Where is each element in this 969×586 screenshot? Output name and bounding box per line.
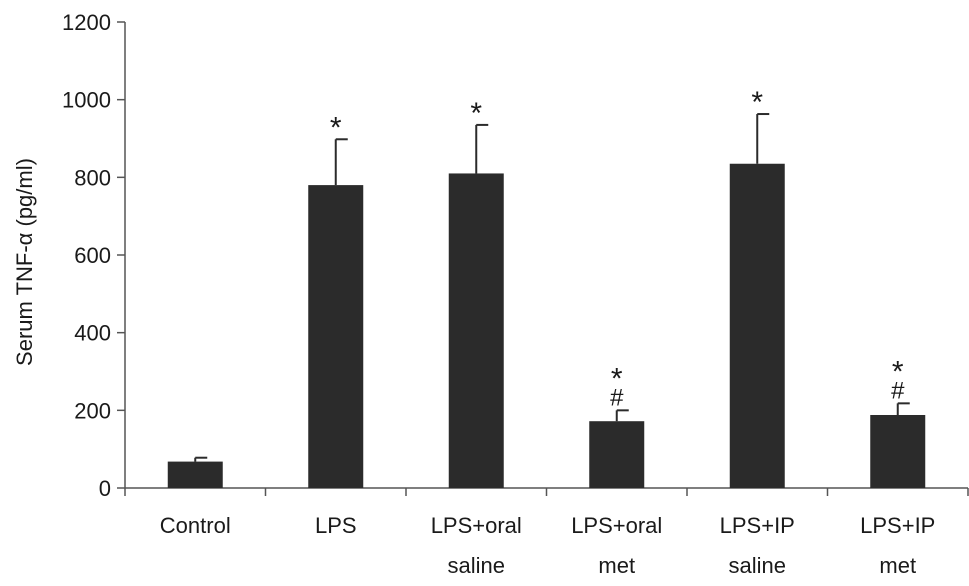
bar bbox=[167, 461, 223, 488]
significance-star: * bbox=[330, 111, 342, 144]
y-tick-label: 1000 bbox=[62, 88, 111, 113]
significance-hash: # bbox=[891, 377, 905, 404]
significance-star: * bbox=[470, 97, 482, 130]
x-category-label: LPS+IP bbox=[860, 513, 935, 538]
y-tick-label: 400 bbox=[74, 321, 111, 346]
significance-hash: # bbox=[610, 384, 624, 411]
y-tick-label: 1200 bbox=[62, 10, 111, 35]
x-category-label: met bbox=[598, 553, 635, 578]
x-category-label: LPS bbox=[315, 513, 357, 538]
x-category-label: LPS+oral bbox=[571, 513, 662, 538]
bar bbox=[308, 185, 364, 488]
bar bbox=[589, 421, 645, 488]
x-category-label: met bbox=[879, 553, 916, 578]
x-category-label: LPS+oral bbox=[431, 513, 522, 538]
significance-star: * bbox=[892, 355, 904, 388]
y-tick-label: 200 bbox=[74, 398, 111, 423]
y-tick-label: 0 bbox=[99, 476, 111, 501]
y-axis-title: Serum TNF-α (pg/ml) bbox=[12, 158, 37, 366]
significance-star: * bbox=[751, 86, 763, 119]
bar bbox=[870, 414, 926, 488]
x-category-label: LPS+IP bbox=[720, 513, 795, 538]
y-axis: 0 200 400 600 800 1000 1200 bbox=[62, 10, 126, 501]
x-axis: Control LPS LPS+oral saline LPS+oral met LPS+I… bbox=[124, 487, 969, 578]
y-tick-label: 800 bbox=[74, 165, 111, 190]
x-category-label: Control bbox=[160, 513, 231, 538]
x-category-label: saline bbox=[448, 553, 505, 578]
bar bbox=[448, 173, 504, 488]
bars-group: * *#**#* bbox=[167, 86, 926, 488]
significance-star: * bbox=[611, 362, 623, 395]
y-tick-label: 600 bbox=[74, 243, 111, 268]
bar bbox=[729, 163, 785, 488]
x-category-label: saline bbox=[729, 553, 786, 578]
